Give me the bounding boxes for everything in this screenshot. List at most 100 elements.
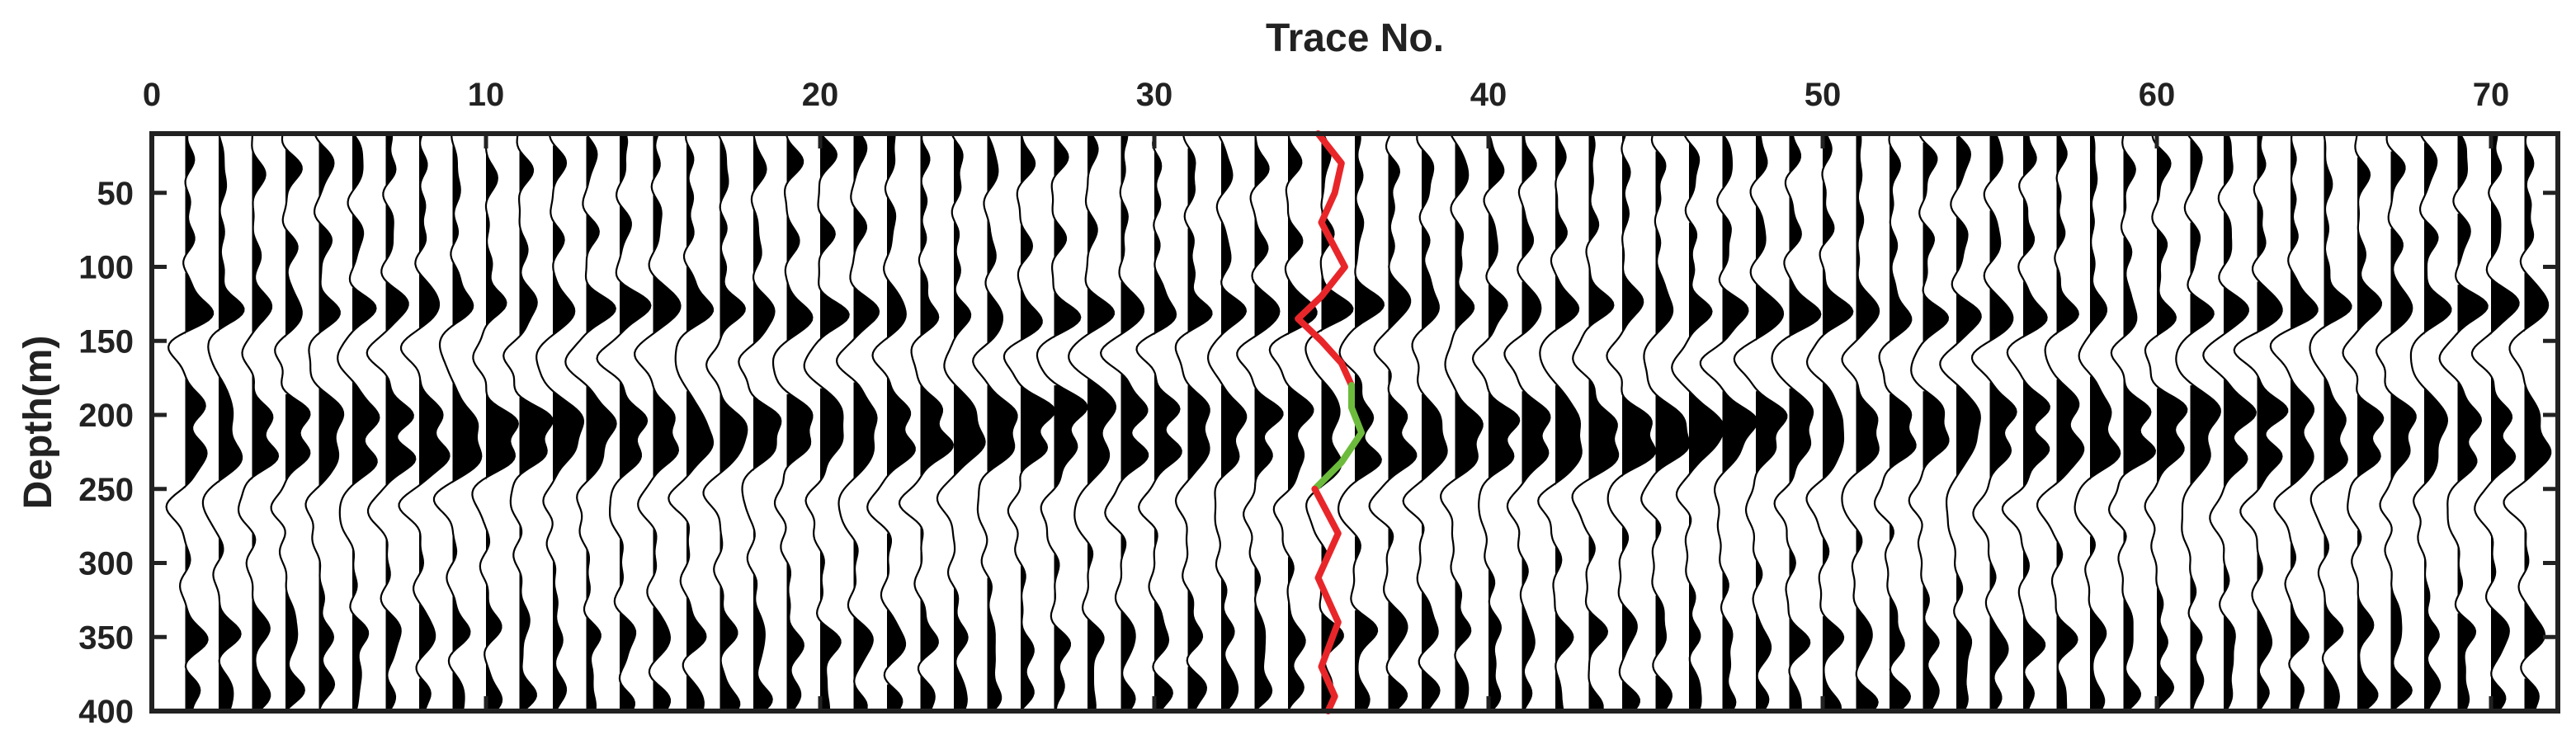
wiggle-traces [165, 133, 2552, 712]
trace-line [535, 133, 585, 712]
trace-fill [1054, 134, 1087, 711]
trace-line [1135, 133, 1182, 712]
x-tick-label: 30 [1136, 77, 1173, 113]
trace-line [237, 134, 280, 712]
y-axis-title: Depth(m) [17, 336, 60, 510]
trace-line [738, 133, 782, 712]
trace-fill [1856, 134, 1880, 711]
trace-fill [620, 134, 651, 711]
picked-line [1295, 130, 1355, 389]
trace-line [866, 133, 916, 712]
x-tick-label: 10 [468, 77, 505, 113]
trace-line [1733, 133, 1788, 712]
trace-line [2202, 133, 2257, 712]
trace-fill [2524, 134, 2551, 711]
x-axis-title: Trace No. [1266, 16, 1444, 60]
x-tick-label: 70 [2473, 77, 2510, 113]
trace-line [1537, 133, 1583, 712]
trace-fill [1489, 134, 1520, 711]
trace-line [1337, 133, 1385, 712]
trace-fill [1989, 134, 2017, 711]
trace-fill [686, 142, 713, 712]
trace-fill [1555, 134, 1582, 711]
trace-line [1068, 133, 1117, 712]
trace-line [803, 133, 850, 711]
trace-fill [1254, 134, 1283, 711]
trace-fill [1890, 134, 1916, 711]
trace-fill [2390, 151, 2416, 711]
trace-line [2036, 133, 2085, 711]
trace-line [702, 133, 748, 712]
trace-fill [1087, 134, 1116, 711]
trace-line [2144, 134, 2188, 712]
trace-line [1771, 133, 1822, 712]
trace-fill [820, 134, 849, 711]
trace-line [2470, 133, 2520, 712]
trace-fill [1622, 134, 1656, 711]
trace-fill [1956, 136, 1981, 712]
picked-horizon-lines [1295, 130, 1366, 714]
trace-line [1640, 133, 1691, 712]
trace-fill [1288, 134, 1317, 711]
trace-line [2233, 133, 2289, 712]
trace-line [398, 133, 451, 712]
trace-line [366, 133, 417, 712]
trace-line [2375, 133, 2417, 712]
trace-fill [419, 134, 450, 711]
trace-fill [853, 134, 879, 711]
trace-line [1805, 133, 1854, 712]
trace-fill [2090, 134, 2121, 711]
trace-fill [753, 134, 781, 711]
trace-fill [486, 148, 518, 711]
x-tick-label: 20 [802, 77, 839, 113]
trace-line [165, 133, 215, 712]
trace-line [2438, 133, 2489, 712]
trace-fill [719, 139, 748, 711]
x-tick-label: 50 [1805, 77, 1842, 113]
trace-line [1206, 133, 1248, 712]
trace-line [304, 133, 345, 712]
trace-fill [1923, 142, 1949, 712]
axis-ticks: 0 10 20 30 40 50 60 70 50 100 150 200 250 300 350 400 [78, 77, 2558, 730]
trace-fill [2157, 145, 2187, 711]
trace-fill [2123, 134, 2155, 711]
picked-line [1311, 485, 1342, 714]
trace-line [1268, 133, 1318, 712]
trace-fill [2491, 134, 2519, 711]
trace-line [972, 133, 1018, 712]
trace-fill [185, 134, 214, 711]
picked-line [1311, 382, 1366, 492]
trace-fill [2291, 134, 2318, 711]
trace-fill [318, 142, 344, 712]
y-tick-label: 350 [78, 619, 134, 656]
trace-fill [252, 134, 278, 711]
trace-line [564, 133, 617, 712]
trace-line [270, 133, 311, 712]
trace-fill [887, 134, 915, 711]
trace-line [2309, 133, 2352, 712]
trace-fill [2324, 136, 2352, 712]
trace-line [668, 133, 715, 712]
trace-line [337, 133, 380, 712]
trace-fill [1689, 142, 1724, 712]
trace-line [1174, 134, 1213, 712]
x-tick-label: 0 [143, 77, 161, 113]
trace-fill [987, 136, 1017, 712]
trace-line [2074, 133, 2121, 712]
trace-line [2001, 133, 2050, 712]
trace-line [1503, 133, 1551, 712]
y-tick-label: 200 [78, 398, 134, 434]
trace-fill [1388, 134, 1417, 711]
trace-line [1939, 133, 1982, 712]
trace-fill [954, 139, 985, 711]
trace-line [1305, 133, 1354, 711]
trace-line [1841, 133, 1880, 712]
trace-line [1236, 133, 1284, 712]
trace-line [2269, 133, 2319, 712]
trace-fill [452, 142, 482, 712]
trace-fill [1722, 134, 1757, 711]
trace-fill [1187, 148, 1212, 711]
trace-fill [1154, 134, 1182, 711]
trace-line [2503, 133, 2552, 712]
